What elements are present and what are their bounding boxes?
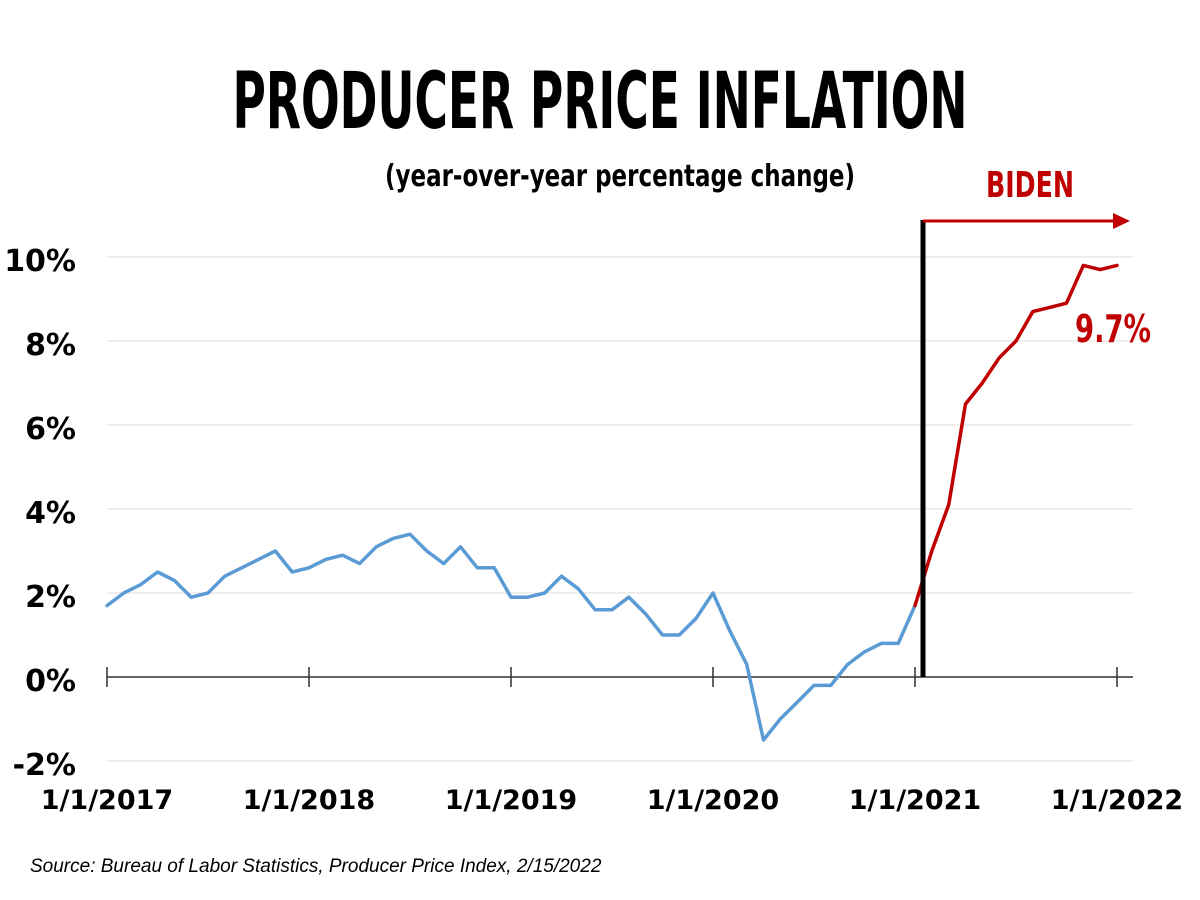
annotations: BIDEN 9.7%	[920, 165, 1151, 677]
y-tick-label: 8%	[25, 328, 76, 363]
data-series	[105, 263, 1119, 742]
x-tick-label: 1/1/2021	[849, 785, 981, 816]
biden-arrow-head	[1113, 213, 1130, 229]
biden-label: BIDEN	[986, 165, 1074, 206]
series-line-biden	[913, 263, 1119, 608]
y-tick-label: 10%	[4, 244, 76, 279]
x-tick-label: 1/1/2017	[41, 785, 173, 816]
x-tick-label: 1/1/2020	[647, 785, 779, 816]
grid-lines	[107, 256, 1133, 762]
y-tick-label: 4%	[25, 496, 76, 531]
x-axis-labels: 1/1/2017 1/1/2018 1/1/2019 1/1/2020 1/1/2021…	[41, 785, 1183, 816]
source-note: Source: Bureau of Labor Statistics, Prod…	[30, 856, 602, 877]
y-tick-label: 6%	[25, 412, 76, 447]
series-line-before-2021	[105, 532, 917, 742]
y-tick-label: 2%	[25, 580, 76, 615]
x-tick-label: 1/1/2022	[1051, 785, 1183, 816]
y-tick-label: -2%	[13, 748, 76, 783]
x-axis	[106, 667, 1133, 687]
chart-title: PRODUCER PRICE INFLATION	[233, 57, 968, 147]
chart-subtitle: (year-over-year percentage change)	[385, 159, 855, 194]
latest-value-label: 9.7%	[1075, 307, 1151, 351]
y-tick-label: 0%	[25, 664, 76, 699]
x-tick-label: 1/1/2018	[243, 785, 375, 816]
x-tick-label: 1/1/2019	[445, 785, 577, 816]
y-axis-labels: -2% 0% 2% 4% 6% 8% 10%	[4, 244, 76, 783]
